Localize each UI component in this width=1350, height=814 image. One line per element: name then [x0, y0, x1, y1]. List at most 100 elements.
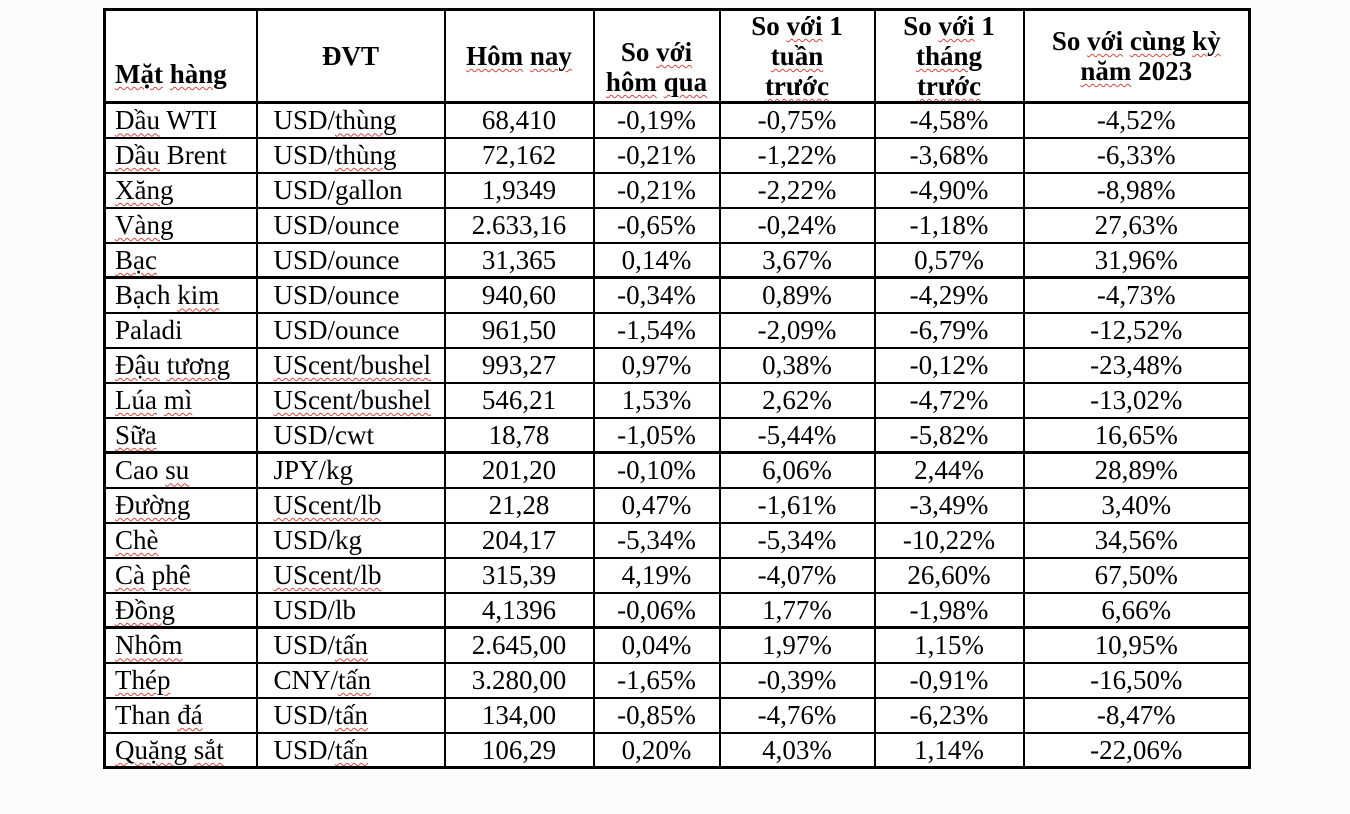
dvt-cell: USD/tấn	[255, 626, 446, 664]
hom-nay-cell: 3.280,00	[443, 661, 595, 699]
text-line: CNY/tấn	[274, 665, 443, 696]
text-line: Chè	[115, 525, 255, 556]
misspelled-text: Mặt	[115, 59, 163, 89]
dvt-cell: USD/thùng	[255, 136, 446, 174]
text-segment: USD/	[273, 700, 336, 730]
misspelled-text: Dầu	[115, 140, 160, 170]
hom-nay-cell: 940,60	[443, 276, 595, 314]
text-segment: So	[620, 37, 657, 67]
mat-hang-cell: Đồng	[103, 591, 258, 629]
misspelled-text: với	[938, 11, 975, 42]
text-segment: So	[1051, 26, 1088, 56]
so-voi-1-thang-truoc-cell: -6,23%	[873, 696, 1025, 734]
table-row: Cao su JPY/kg 201,20 -0,10% 6,06% 2,44% 28,89%	[103, 451, 1251, 489]
so-voi-hom-qua-cell: -0,21%	[592, 136, 721, 174]
table-row: Lúa mì UScent/bushel 546,21 1,53% 2,62% -4,72…	[103, 381, 1251, 419]
table-row: Than đá USD/tấn 134,00 -0,85% -4,76% -6,23% -8…	[103, 696, 1251, 734]
text-line: hôm qua	[596, 67, 718, 97]
so-voi-1-thang-truoc-cell: -0,91%	[873, 661, 1025, 699]
text-segment	[187, 735, 194, 765]
text-line: Vàng	[115, 210, 255, 241]
mat-hang-cell: Đậu tương	[103, 346, 258, 384]
mat-hang-cell: Nhôm	[103, 626, 258, 664]
misspelled-text: Dầu	[115, 105, 160, 136]
so-voi-cung-ky-nam-2023-cell: 27,63%	[1022, 206, 1251, 244]
text-line: Xăng	[115, 175, 255, 206]
text-line: Dầu WTI	[115, 105, 255, 136]
misspelled-text: hôm	[605, 67, 657, 97]
so-voi-1-tuan-truoc-cell: -2,09%	[718, 311, 876, 349]
misspelled-text: Đồng	[115, 594, 175, 625]
text-line: Bạc	[115, 245, 255, 275]
table-row: Dầu Brent USD/thùng 72,162 -0,21% -1,22% -3,6…	[103, 136, 1251, 174]
so-voi-1-thang-truoc-cell: -3,68%	[873, 136, 1025, 174]
so-voi-1-thang-truoc-cell: 1,14%	[873, 731, 1025, 769]
hom-nay-cell: 204,17	[443, 521, 595, 559]
so-voi-1-thang-truoc-cell: -3,49%	[873, 486, 1025, 524]
so-voi-1-thang-truoc-cell: -0,12%	[873, 346, 1025, 384]
hom-nay-cell: 18,78	[443, 416, 595, 454]
misspelled-text: năm	[1080, 56, 1132, 86]
hom-nay-cell: 68,410	[443, 101, 595, 139]
misspelled-text: cùng	[1129, 26, 1186, 56]
text-segment: ĐVT	[321, 41, 379, 71]
text-line: tháng	[877, 41, 1022, 71]
text-segment: USD/	[273, 140, 336, 170]
so-voi-hom-qua-cell: 0,20%	[592, 731, 721, 769]
misspelled-text: thùng	[335, 105, 397, 136]
so-voi-hom-qua-cell: -0,65%	[592, 206, 721, 244]
so-voi-cung-ky-nam-2023-cell: -23,48%	[1022, 346, 1251, 384]
dvt-cell: USD/ounce	[255, 311, 446, 349]
mat-hang-cell: Cà phê	[103, 556, 258, 594]
so-voi-cung-ky-nam-2023-cell: -4,52%	[1022, 101, 1251, 139]
so-voi-1-thang-truoc-cell: -6,79%	[873, 311, 1025, 349]
hom-nay-cell: 72,162	[443, 136, 595, 174]
text-segment: Than	[115, 700, 178, 730]
so-voi-cung-ky-nam-2023-cell: 28,89%	[1022, 451, 1251, 489]
so-voi-cung-ky-nam-2023-cell: -22,06%	[1022, 731, 1251, 769]
misspelled-text: Quặng	[115, 734, 187, 765]
text-segment	[657, 67, 664, 97]
so-voi-1-thang-truoc-cell: -4,90%	[873, 171, 1025, 209]
mat-hang-cell: Chè	[103, 521, 258, 559]
dvt-cell: USD/ounce	[255, 241, 446, 279]
misspelled-text: sắt	[193, 734, 224, 765]
text-line: USD/tấn	[274, 630, 443, 661]
text-segment: USD/ounce	[273, 280, 400, 311]
table-row: Cà phê UScent/lb 315,39 4,19% -4,07% 26,60% 67…	[103, 556, 1251, 594]
text-segment: Paladi	[115, 315, 183, 345]
text-segment: USD/ounce	[273, 315, 400, 345]
so-voi-1-tuan-truoc-cell: 3,67%	[718, 241, 876, 279]
text-line: JPY/kg	[274, 455, 443, 486]
so-voi-1-tuan-truoc-cell: -5,44%	[718, 416, 876, 454]
text-line: tuần	[722, 41, 873, 71]
mat-hang-cell: Quặng sắt	[103, 731, 258, 769]
hom-nay-cell: 2.645,00	[443, 626, 595, 664]
misspelled-text: mì	[163, 385, 193, 415]
misspelled-text: trước	[916, 71, 982, 101]
mat-hang-cell: Than đá	[103, 696, 258, 734]
text-line: Nhôm	[115, 630, 255, 661]
text-line: UScent/bushel	[274, 350, 443, 381]
column-header-hom-nay: Hôm nay	[443, 8, 595, 104]
dvt-cell: USD/cwt	[255, 416, 446, 454]
dvt-cell: USD/kg	[255, 521, 446, 559]
so-voi-hom-qua-cell: 0,97%	[592, 346, 721, 384]
dvt-cell: USD/lb	[255, 591, 446, 629]
misspelled-text: thùng	[335, 140, 397, 170]
text-segment: 1	[974, 11, 995, 42]
so-voi-1-tuan-truoc-cell: -2,22%	[718, 171, 876, 209]
so-voi-hom-qua-cell: -1,65%	[592, 661, 721, 699]
text-line: Đồng	[115, 594, 255, 625]
mat-hang-cell: Cao su	[103, 451, 258, 489]
so-voi-1-thang-truoc-cell: -10,22%	[873, 521, 1025, 559]
text-line: Mặt hàng	[115, 59, 255, 89]
text-line: Hôm nay	[447, 41, 592, 71]
so-voi-cung-ky-nam-2023-cell: -8,98%	[1022, 171, 1251, 209]
text-line: So với 1	[722, 12, 873, 42]
text-line: năm 2023	[1026, 56, 1248, 86]
